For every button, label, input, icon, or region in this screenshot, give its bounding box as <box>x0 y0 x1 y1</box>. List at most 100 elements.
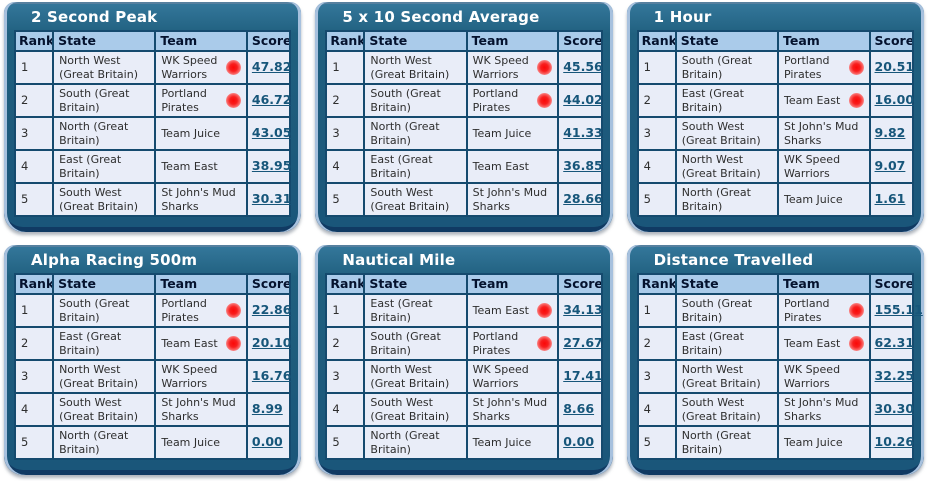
column-header-score: Score <box>559 275 601 293</box>
score-cell: 38.95 <box>247 151 292 182</box>
header-row: Rank State Team Score <box>638 32 912 50</box>
team-cell: St John's Mud Sharks <box>156 394 246 425</box>
score-link[interactable]: 46.72 <box>251 92 292 108</box>
score-link[interactable]: 44.02 <box>563 92 603 108</box>
table-row: 1 East (Great Britain) Team East 34.13 <box>327 295 603 326</box>
score-link[interactable]: 0.00 <box>251 434 283 450</box>
score-link[interactable]: 8.99 <box>251 401 283 417</box>
rank-cell: 3 <box>638 118 675 149</box>
leaderboard-panel: Distance Travelled Rank State Team Score… <box>626 245 924 475</box>
column-header-rank: Rank <box>638 275 675 293</box>
column-header-rank: Rank <box>16 32 53 50</box>
score-link[interactable]: 30.30 <box>874 401 915 417</box>
team-name: WK Speed Warriors <box>783 363 841 390</box>
rank-cell: 4 <box>16 394 53 425</box>
team-cell: Team East <box>778 85 869 116</box>
team-cell-content: St John's Mud Sharks <box>473 186 555 213</box>
table-row: 5 North (Great Britain) Team Juice 10.26 <box>638 427 915 458</box>
table-row: 5 North (Great Britain) Team Juice 0.00 <box>16 427 290 458</box>
score-link[interactable]: 9.07 <box>874 158 906 174</box>
state-cell: South West (Great Britain) <box>54 394 155 425</box>
team-cell: Portland Pirates <box>156 85 246 116</box>
score-cell: 16.00 <box>870 85 915 116</box>
score-link[interactable]: 43.05 <box>251 125 292 141</box>
score-link[interactable]: 22.86 <box>251 302 292 318</box>
team-cell-content: WK Speed Warriors <box>161 54 243 81</box>
score-link[interactable]: 16.76 <box>251 368 292 384</box>
score-link[interactable]: 8.66 <box>563 401 595 417</box>
leaderboard-table: Rank State Team Score 1 South (Great Bri… <box>636 30 915 217</box>
table-row: 3 North (Great Britain) Team Juice 43.05 <box>16 118 292 149</box>
score-link[interactable]: 36.85 <box>563 158 603 174</box>
score-link[interactable]: 41.33 <box>563 125 603 141</box>
leaderboard-table: Rank State Team Score 1 North West (Grea… <box>325 30 603 217</box>
leaderboard-panel: Nautical Mile Rank State Team Score 1 Ea… <box>315 245 613 475</box>
team-name: Team East <box>161 336 218 350</box>
team-cell-content: Portland Pirates <box>161 87 243 114</box>
score-link[interactable]: 155.11 <box>874 302 923 318</box>
state-cell: North (Great Britain) <box>676 184 777 215</box>
team-cell-content: Team East <box>473 297 555 324</box>
rank-cell: 3 <box>327 361 364 392</box>
score-link[interactable]: 62.31 <box>874 335 915 351</box>
team-name: Team Juice <box>783 435 843 449</box>
column-header-team: Team <box>156 275 246 293</box>
score-cell: 8.66 <box>559 394 601 425</box>
score-link[interactable]: 30.31 <box>251 191 292 207</box>
red-dot-icon <box>537 336 553 351</box>
state-cell: South West (Great Britain) <box>365 394 466 425</box>
team-cell-content: St John's Mud Sharks <box>161 186 243 213</box>
red-dot-icon <box>848 303 864 318</box>
team-name: St John's Mud Sharks <box>783 396 859 423</box>
team-cell-content: Team Juice <box>161 429 243 456</box>
team-cell: Team East <box>467 151 558 182</box>
table-title: Nautical Mile <box>342 251 456 269</box>
score-link[interactable]: 45.56 <box>563 59 603 75</box>
score-link[interactable]: 1.61 <box>874 191 906 207</box>
team-cell: Team East <box>778 328 869 359</box>
score-link[interactable]: 0.00 <box>563 434 595 450</box>
team-cell: Team East <box>156 151 246 182</box>
score-cell: 9.82 <box>870 118 912 149</box>
table-row: 4 East (Great Britain) Team East 38.95 <box>16 151 292 182</box>
rank-cell: 3 <box>638 361 675 392</box>
score-link[interactable]: 17.41 <box>563 368 603 384</box>
team-cell-content: Portland Pirates <box>784 54 866 81</box>
score-cell: 34.13 <box>559 295 603 326</box>
state-cell: East (Great Britain) <box>54 328 155 359</box>
state-cell: North West (Great Britain) <box>365 52 466 83</box>
team-name: St John's Mud Sharks <box>472 396 548 423</box>
team-cell: WK Speed Warriors <box>156 361 246 392</box>
table-row: 5 South West (Great Britain) St John's M… <box>16 184 292 215</box>
state-cell: North (Great Britain) <box>676 427 777 458</box>
score-link[interactable]: 47.82 <box>251 59 292 75</box>
rank-cell: 3 <box>327 118 364 149</box>
team-cell-content: Team East <box>161 330 243 357</box>
score-link[interactable]: 9.82 <box>874 125 906 141</box>
table-row: 1 North West (Great Britain) WK Speed Wa… <box>327 52 603 83</box>
score-link[interactable]: 34.13 <box>563 302 603 318</box>
table-row: 5 North (Great Britain) Team Juice 0.00 <box>327 427 601 458</box>
column-header-rank: Rank <box>16 275 53 293</box>
rank-cell: 4 <box>638 394 675 425</box>
team-name: Team East <box>783 336 841 350</box>
score-link[interactable]: 32.25 <box>874 368 915 384</box>
team-name: Portland Pirates <box>783 297 830 324</box>
team-cell-content: St John's Mud Sharks <box>784 396 866 423</box>
leaderboard-panel: 5 x 10 Second Average Rank State Team Sc… <box>315 2 613 232</box>
rank-cell: 4 <box>638 151 675 182</box>
score-link[interactable]: 16.00 <box>874 92 915 108</box>
team-cell-content: Team Juice <box>473 120 555 147</box>
score-link[interactable]: 38.95 <box>251 158 292 174</box>
score-link[interactable]: 10.26 <box>874 434 915 450</box>
score-link[interactable]: 27.67 <box>563 335 603 351</box>
team-cell-content: Team Juice <box>784 186 866 213</box>
score-link[interactable]: 20.10 <box>251 335 292 351</box>
score-cell: 17.41 <box>559 361 603 392</box>
score-link[interactable]: 28.66 <box>563 191 603 207</box>
team-cell: Portland Pirates <box>467 85 558 116</box>
rank-cell: 2 <box>16 328 53 359</box>
score-cell: 0.00 <box>247 427 290 458</box>
score-link[interactable]: 20.51 <box>874 59 915 75</box>
